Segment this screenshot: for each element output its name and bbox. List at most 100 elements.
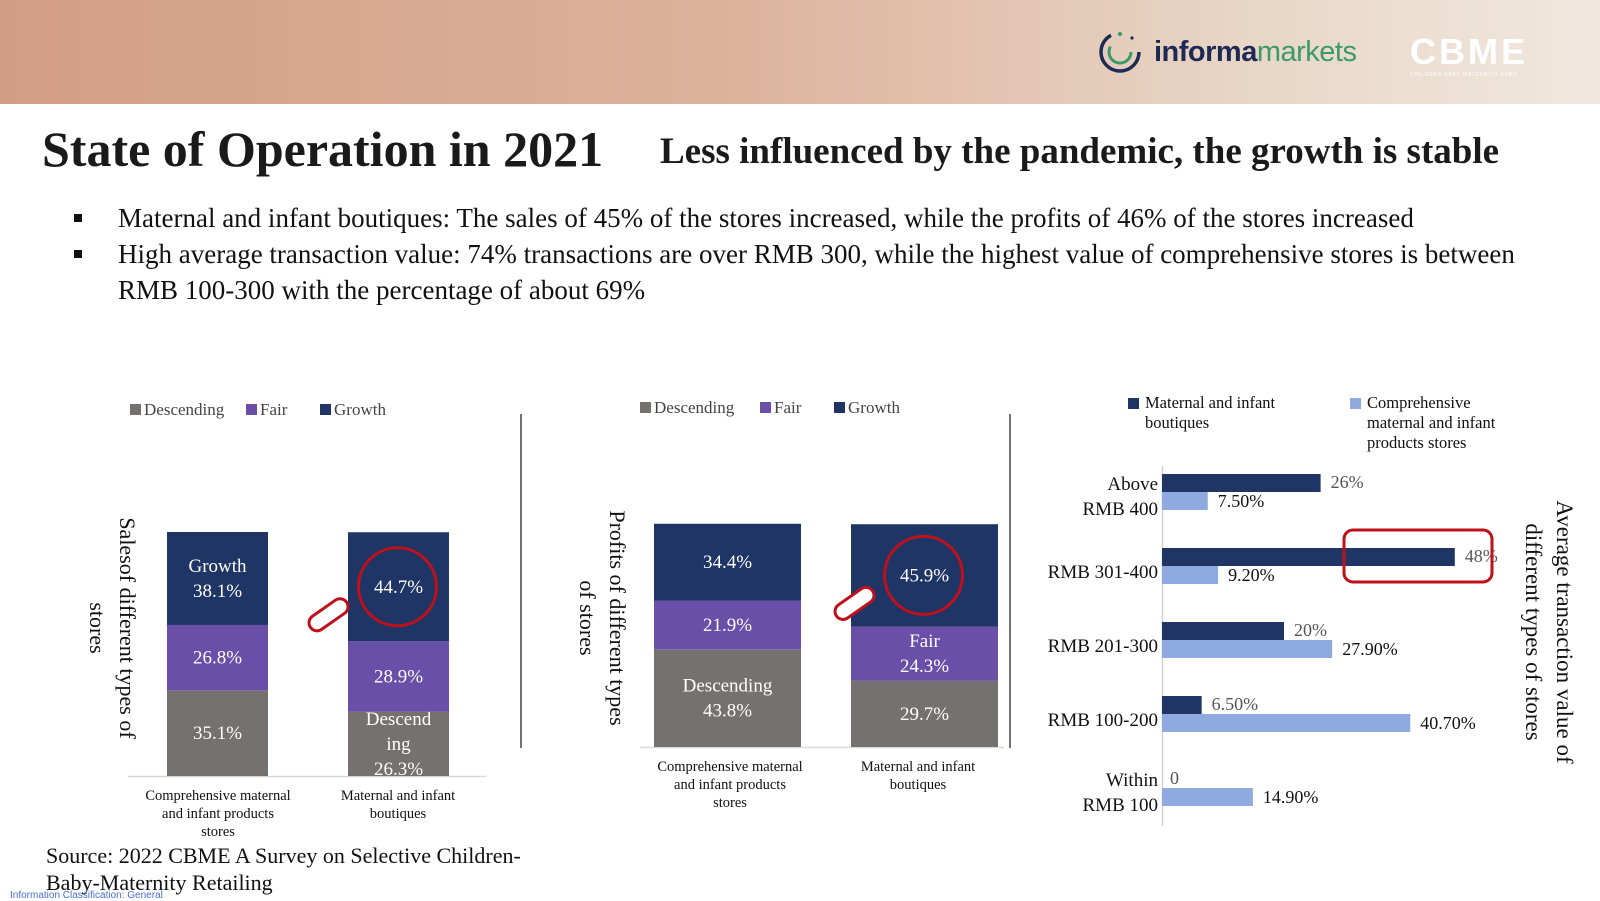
y-axis-title-line: Salesof different types of [115,517,140,739]
bar-segment-fair [654,600,801,650]
bar-comprehensive [1162,492,1208,510]
data-label-line: Fair [909,631,940,652]
bullet-list: Maternal and infant boutiques: The sales… [72,200,1572,308]
legend-descending-label: Descending [144,400,225,419]
bar-comprehensive [1162,788,1253,806]
data-label-line: 29.7% [900,704,949,725]
y-axis-title: Salesof different types ofstores [85,517,140,739]
x-tick-label-line: boutiques [370,806,427,822]
data-label-comprehensive: 9.20% [1228,565,1275,585]
legend-comprehensive-label-line: Comprehensive [1367,393,1471,412]
bullet-square-icon [74,250,82,258]
highlight-pin-icon [307,597,350,633]
y-tick-label-line: RMB 100-200 [1048,710,1158,731]
legend-descending-swatch [130,404,141,415]
legend-descending-label-line: Descending [144,400,225,419]
legend-growth-label-line: Growth [334,400,386,419]
legend-comprehensive-label-line: products stores [1367,433,1466,452]
data-label: Fair 24.3% [900,631,949,677]
header-banner [0,0,1600,104]
classification-footnote: Information Classification: General [10,890,163,901]
data-label-line: 38.1% [193,581,242,602]
y-tick-label-line: Within [1106,770,1159,791]
data-label-boutiques-line: 6.50% [1212,694,1259,714]
bar-boutiques [1162,548,1455,566]
data-label: Descending 43.8% [683,676,773,722]
y-tick-label: Within RMB 100 [1083,770,1159,816]
data-label-comprehensive-line: 27.90% [1342,639,1398,659]
bar-segment-fair [851,626,998,681]
cbme-tagline: CHILDREN BABY MATERNITY EXPO [1410,72,1518,78]
legend-growth-swatch [834,402,845,413]
highlight-pin-shape [307,597,350,633]
legend-growth-label: Growth [334,400,386,419]
data-label-line: 28.9% [374,667,423,688]
legend-growth-label-line: Growth [848,398,900,417]
bar-segment-growth [654,523,801,601]
y-tick-label-line: RMB 201-300 [1048,636,1158,657]
x-tick-label: Maternal and infant boutiques [341,788,455,822]
data-label-boutiques-line: 48% [1465,546,1498,566]
data-label: 29.7% [900,704,949,725]
data-label-line: 35.1% [193,723,242,744]
data-label: 44.7% [374,577,423,598]
legend-comprehensive-label-line: maternal and infant [1367,413,1496,432]
data-label-boutiques: 6.50% [1212,694,1259,714]
data-label-boutiques: 48% [1465,546,1498,566]
legend-comprehensive-label: Comprehensive maternal and infant products… [1367,393,1496,452]
data-label-line: 45.9% [900,565,949,586]
data-label: 34.4% [703,552,752,573]
bullet-square-icon [74,214,82,222]
data-label-line: 24.3% [900,656,949,677]
page-subtitle: Less influenced by the pandemic, the gro… [660,131,1500,172]
data-label-line: 43.8% [703,701,752,722]
data-label-line: 26.3% [374,759,423,780]
data-label-line: ing [386,734,411,755]
bar-segment-growth [167,532,268,625]
legend-growth-swatch [320,404,331,415]
bar-comprehensive [1162,566,1219,584]
data-label-line: 44.7% [374,577,423,598]
data-label: 35.1% [193,723,242,744]
x-tick-label-line: boutiques [890,777,947,793]
legend-boutiques-label-line: Maternal and infant [1145,393,1276,412]
bar-segment-descending [348,711,449,776]
y-axis-title-line: different types of stores [1521,523,1546,740]
y-tick-label: RMB 100-200 [1048,710,1158,731]
x-tick-label: Maternal and infant boutiques [861,759,975,793]
informa-ring-icon [1099,31,1141,73]
data-label-boutiques-line: 26% [1331,472,1364,492]
bar-comprehensive [1162,714,1411,732]
highlight-box [1342,528,1494,584]
data-label-comprehensive-line: 7.50% [1218,491,1265,511]
legend-fair-label-line: Fair [774,398,802,417]
legend-fair-swatch [246,404,257,415]
data-label: Growth 38.1% [188,556,247,602]
x-tick-label-line: Maternal and infant [341,788,455,804]
y-axis-title: Average transaction value ofdifferent ty… [1521,500,1577,764]
y-axis-title-line: Profits of different types [605,510,630,725]
x-tick-label-line: and infant products [162,806,274,822]
x-tick-label-line: Maternal and infant [861,759,975,775]
data-label: Descend ing 26.3% [366,709,432,780]
bar-segment-fair [167,624,268,691]
y-tick-label: RMB 201-300 [1048,636,1158,657]
y-axis-title: Profits of different typesof stores [575,510,630,725]
legend-boutiques-label-line: boutiques [1145,413,1209,432]
highlight-pin-shape [833,585,876,621]
data-label-comprehensive: 27.90% [1342,639,1398,659]
legend-fair-label: Fair [260,400,288,419]
bar-segment-descending [654,649,801,747]
data-label-line: Descend [366,709,432,730]
data-label-boutiques-line: 0 [1170,768,1179,788]
bar-segment-growth [851,524,998,627]
y-tick-label-line: RMB 301-400 [1048,562,1158,583]
x-tick-label-line: Comprehensive maternal [145,788,290,804]
data-label-line: Descending [683,676,773,697]
informa-markets-logo: informamarkets [1098,24,1378,84]
legend-boutiques-label: Maternal and infant boutiques [1145,393,1276,432]
data-label-comprehensive-line: 9.20% [1228,565,1275,585]
bar-comprehensive [1162,640,1333,658]
y-axis-title-line: stores [85,602,110,653]
cbme-wordmark: CBME [1410,31,1528,72]
